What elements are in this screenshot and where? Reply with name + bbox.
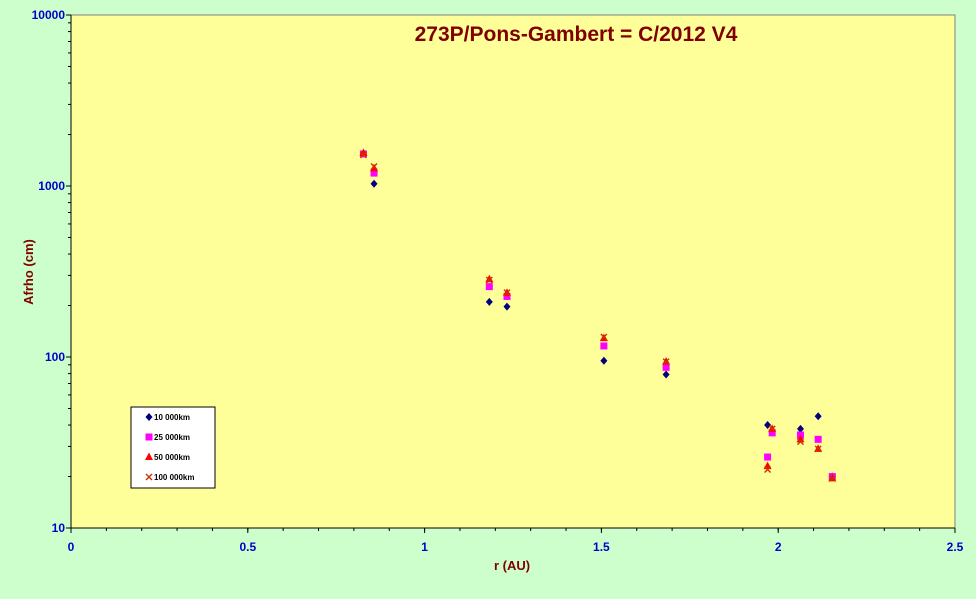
y-tick-label: 100 [45, 350, 65, 364]
x-marker-stroke [828, 474, 836, 482]
data-point [503, 289, 511, 297]
x-tick-label: 2 [775, 540, 782, 554]
x-marker-stroke [503, 289, 511, 297]
legend-box [130, 406, 216, 489]
data-point [662, 370, 670, 379]
data-point [485, 297, 493, 306]
x-tick-label: 2.5 [947, 540, 964, 554]
x-marker-stroke [662, 358, 670, 366]
data-points [359, 148, 837, 482]
data-point [370, 179, 378, 188]
x-marker-stroke [768, 425, 776, 433]
legend-marker [145, 413, 153, 421]
data-point [764, 453, 772, 461]
data-point [764, 465, 772, 473]
series-4 [359, 151, 836, 482]
data-point [662, 363, 670, 371]
legend-label: 50 000km [154, 453, 190, 462]
data-point [814, 412, 822, 421]
data-point [485, 283, 493, 291]
data-point [600, 342, 608, 350]
y-axis-ticks: 10 100 1000 10000 [32, 8, 71, 535]
data-point [814, 435, 822, 443]
data-point [503, 292, 511, 300]
x-axis-ticks: 0 0.5 1 1.5 2 2.5 [68, 528, 964, 554]
x-marker-stroke [370, 163, 378, 171]
plot-area [70, 14, 956, 529]
x-marker-stroke [796, 438, 804, 446]
data-point [828, 474, 836, 482]
y-axis-label: Afrho (cm) [21, 239, 36, 305]
data-point [503, 302, 511, 311]
legend-marker [145, 452, 153, 460]
legend-marker [145, 433, 153, 441]
x-marker-stroke [764, 465, 772, 473]
legend-label: 100 000km [154, 473, 194, 482]
data-point [485, 274, 494, 283]
data-point [814, 445, 822, 453]
y-tick-label: 10 [52, 521, 66, 535]
x-tick-label: 1 [421, 540, 428, 554]
legend-label: 25 000km [154, 433, 190, 442]
data-point [485, 276, 493, 284]
data-point [359, 151, 367, 159]
legend-marker [145, 473, 153, 481]
data-point [796, 438, 804, 446]
x-marker-stroke [145, 473, 153, 481]
x-marker-stroke [359, 151, 367, 159]
data-point [764, 421, 772, 430]
data-point [600, 333, 608, 341]
data-point [370, 163, 378, 171]
x-tick-label: 1.5 [593, 540, 610, 554]
chart-title: 273P/Pons-Gambert = C/2012 V4 [415, 23, 738, 46]
x-marker-stroke [485, 276, 493, 284]
data-point [768, 425, 776, 433]
data-point [662, 358, 670, 366]
legend: 10 000km 25 000km 50 000km 100 000km [130, 406, 216, 489]
axes [70, 15, 955, 529]
x-tick-label: 0 [68, 540, 75, 554]
y-tick-label: 1000 [38, 179, 65, 193]
x-axis-label: r (AU) [494, 558, 530, 573]
legend-label: 10 000km [154, 413, 190, 422]
x-marker-stroke [600, 333, 608, 341]
data-point [600, 356, 608, 365]
y-tick-label: 10000 [32, 8, 66, 22]
data-point [370, 169, 378, 177]
data-point [796, 424, 804, 433]
x-marker-stroke [814, 445, 822, 453]
data-point [768, 429, 776, 437]
x-tick-label: 0.5 [239, 540, 256, 554]
data-point [359, 148, 368, 156]
